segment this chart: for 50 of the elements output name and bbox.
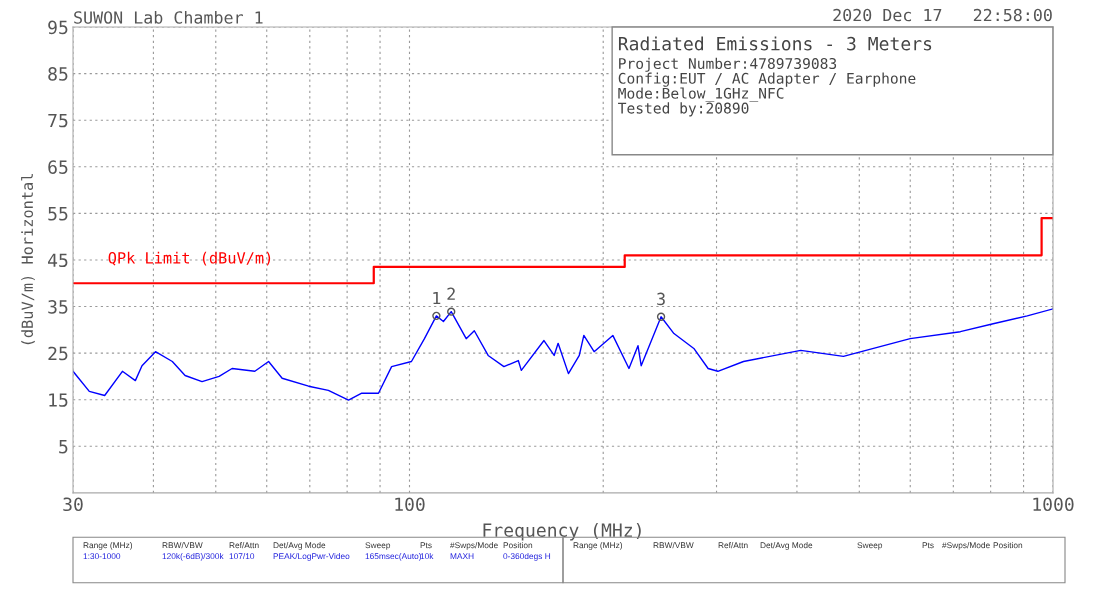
y-tick-label: 85 xyxy=(48,67,68,81)
annotation: 3 xyxy=(657,292,665,306)
annotation: Project Number:4789739083 xyxy=(619,57,837,72)
text: Det/Avg Mode xyxy=(760,542,813,550)
annotation: 2 xyxy=(447,287,455,300)
text: 107/10 xyxy=(229,552,255,560)
text: 10k xyxy=(420,552,434,560)
text: 2020 Dec 17 22:58:00 xyxy=(833,8,1052,22)
text: RBW/VBW xyxy=(653,542,694,549)
text: Range (MHz) xyxy=(573,542,623,550)
y-tick-label: 55 xyxy=(48,207,68,221)
text: 120k(-6dB)/300k xyxy=(162,552,224,561)
text: MAXH xyxy=(450,553,474,560)
y-tick-label: 75 xyxy=(48,113,68,128)
y-tick-label: 95 xyxy=(48,20,68,35)
text: RBW/VBW xyxy=(162,542,203,549)
y-tick-label: 65 xyxy=(48,160,68,174)
annotation: Radiated Emissions - 3 Meters xyxy=(618,36,932,51)
y-tick-label: 35 xyxy=(48,300,68,314)
y-axis-title: (dBuV/m) Horizontal xyxy=(21,174,35,345)
text: Pts xyxy=(420,542,432,549)
text: Ref/Attn xyxy=(229,542,259,549)
annotation: Config:EUT / AC Adapter / Earphone xyxy=(618,72,916,87)
text: #Swps/Mode xyxy=(450,542,498,550)
text: Sweep xyxy=(857,542,883,550)
text: Det/Avg Mode xyxy=(273,542,326,550)
text: Range (MHz) xyxy=(83,542,133,550)
text: Position xyxy=(993,542,1023,549)
annotation: Tested by:20890 xyxy=(618,102,749,117)
series-label: QPk Limit (dBuV/m) xyxy=(108,251,271,266)
y-tick-label: 25 xyxy=(48,346,68,361)
text: Position xyxy=(503,542,533,549)
x-tick-label: 30 xyxy=(63,497,83,512)
y-tick-label: 5 xyxy=(59,440,68,454)
text: 1:30-1000 xyxy=(83,553,121,560)
x-axis-title: Frequency (MHz) xyxy=(483,523,641,541)
text: 0-360degs H xyxy=(503,552,551,561)
text: Pts xyxy=(922,542,934,549)
text: Ref/Attn xyxy=(718,542,748,549)
text: Sweep xyxy=(365,542,391,550)
annotation: Mode:Below_1GHz_NFC xyxy=(618,87,784,103)
x-tick-label: 1000 xyxy=(1033,497,1074,512)
chart-title: SUWON Lab Chamber 1 xyxy=(74,10,263,24)
text: #Swps/Mode xyxy=(942,542,990,550)
text: 165msec(Auto) xyxy=(365,552,421,561)
y-tick-label: 15 xyxy=(49,393,68,407)
text: PEAK/LogPwr-Video xyxy=(273,552,350,561)
x-tick-label: 100 xyxy=(395,497,425,512)
annotation: 1 xyxy=(433,291,441,305)
y-tick-label: 45 xyxy=(48,253,68,268)
